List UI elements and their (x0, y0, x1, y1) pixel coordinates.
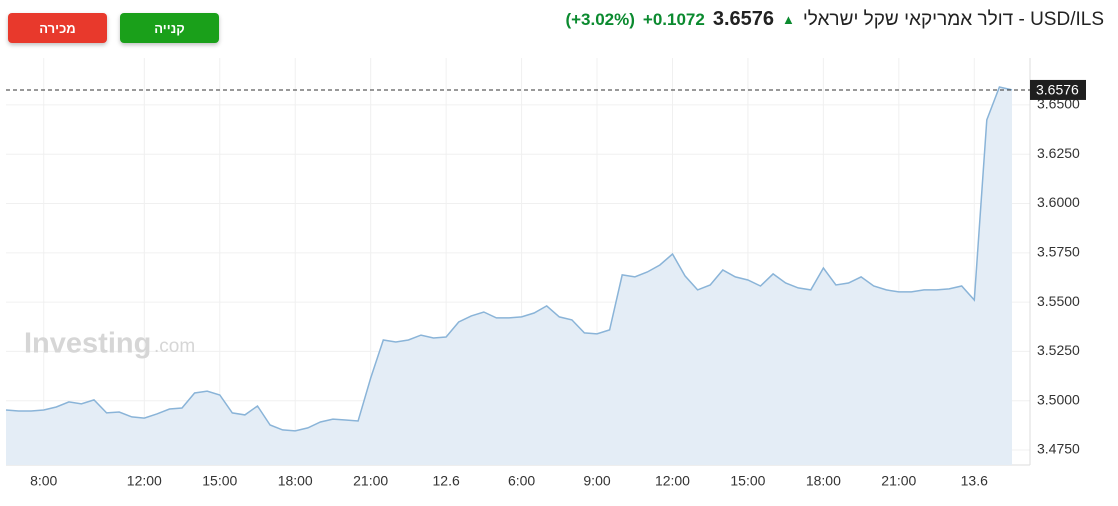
last-price-tag (1030, 79, 1086, 100)
area-fill (6, 87, 1012, 465)
last-price-label: 3.6576 (1036, 82, 1079, 98)
buy-button[interactable]: קנייה (120, 13, 219, 43)
y-tick-label: 3.5250 (1037, 342, 1080, 358)
x-tick-label: 9:00 (583, 473, 610, 489)
change: +0.1072 (642, 9, 705, 29)
x-tick-label: 15:00 (730, 473, 765, 489)
header: USD/ILS - דולר אמריקאי שקל ישראלי ▲ 3.65… (565, 8, 1104, 31)
y-tick-label: 3.5000 (1037, 391, 1080, 407)
sell-button[interactable]: מכירה (8, 13, 107, 43)
x-tick-label: 21:00 (881, 473, 916, 489)
up-arrow: ▲ (782, 12, 795, 27)
watermark-suffix: .com (154, 336, 195, 357)
change-percent: (+3.02%) (565, 9, 635, 29)
x-tick-label: 12.6 (433, 473, 460, 489)
price: 3.6576 (712, 8, 774, 30)
x-tick-label: 15:00 (202, 473, 237, 489)
watermark-brand: Investing (24, 328, 151, 360)
x-tick-label: 12:00 (655, 473, 690, 489)
instrument-title: USD/ILS - דולר אמריקאי שקל ישראלי (802, 8, 1104, 30)
x-tick-label: 12:00 (127, 473, 162, 489)
x-tick-label: 13.6 (961, 473, 988, 489)
x-tick-label: 8:00 (30, 473, 57, 489)
y-tick-label: 3.6250 (1037, 145, 1080, 161)
y-tick-label: 3.5750 (1037, 244, 1080, 260)
x-tick-label: 21:00 (353, 473, 388, 489)
price-line (5, 86, 1013, 432)
y-tick-label: 3.4750 (1037, 441, 1080, 457)
x-tick-label: 18:00 (278, 473, 313, 489)
x-tick-label: 6:00 (508, 473, 535, 489)
y-tick-label: 3.5500 (1037, 293, 1080, 309)
y-tick-label: 3.6000 (1037, 194, 1080, 210)
x-tick-label: 18:00 (806, 473, 841, 489)
